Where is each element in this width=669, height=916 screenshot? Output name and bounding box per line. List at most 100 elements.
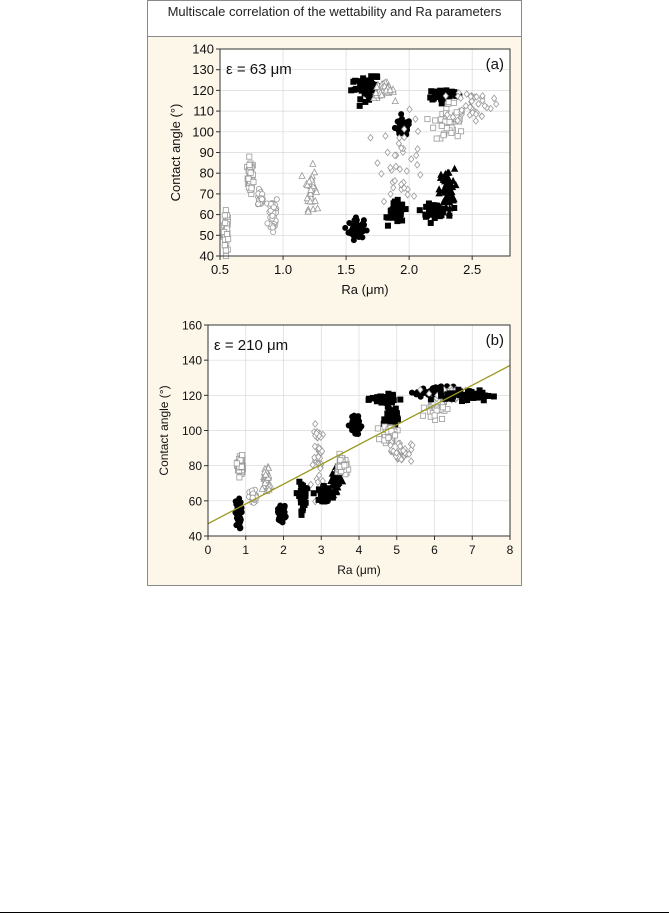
x-tick-label: 8	[507, 543, 514, 557]
data-point	[368, 78, 375, 85]
data-point	[232, 498, 239, 505]
y-tick-label: 140	[192, 42, 214, 57]
data-point	[298, 508, 305, 515]
x-tick-label: 6	[431, 543, 438, 557]
data-point	[401, 125, 408, 133]
data-point	[225, 236, 232, 243]
y-tick-label: 140	[182, 354, 202, 368]
data-point	[384, 148, 391, 157]
data-point	[446, 204, 454, 212]
data-point	[298, 171, 306, 179]
data-point	[335, 478, 343, 486]
data-point	[387, 190, 394, 198]
data-point	[398, 111, 405, 118]
data-point	[221, 212, 228, 219]
data-point	[387, 163, 394, 172]
data-point	[360, 75, 367, 82]
data-point	[475, 100, 482, 108]
epsilon-annotation: ε = 63 μm	[226, 61, 292, 78]
data-point	[309, 460, 316, 469]
data-point	[351, 233, 358, 240]
y-tick-label: 40	[200, 249, 214, 264]
data-point	[401, 184, 408, 192]
data-point	[316, 471, 323, 480]
data-point	[454, 116, 461, 125]
data-point	[473, 93, 480, 101]
data-point	[342, 224, 349, 231]
data-point	[236, 522, 243, 529]
data-point	[315, 453, 322, 461]
data-point	[454, 133, 461, 140]
data-point	[410, 192, 418, 200]
data-point	[313, 429, 320, 438]
data-point	[380, 197, 388, 206]
data-point	[351, 217, 358, 224]
page-bottom-rule	[0, 912, 669, 913]
data-point	[437, 387, 444, 394]
data-point	[298, 482, 305, 489]
data-point	[245, 175, 252, 182]
data-point	[350, 78, 357, 85]
data-point	[451, 204, 458, 211]
data-point	[414, 161, 421, 169]
data-point	[401, 133, 408, 142]
figure-title: Multiscale correlation of the wettabilit…	[148, 1, 521, 37]
data-point	[427, 219, 434, 226]
data-point	[436, 173, 445, 181]
data-point	[449, 113, 457, 121]
data-point	[373, 82, 381, 90]
data-point	[262, 470, 270, 478]
data-point	[378, 91, 386, 99]
data-point	[450, 99, 457, 106]
data-point	[468, 388, 475, 395]
data-point	[368, 73, 375, 80]
x-tick-label: 1.5	[337, 262, 355, 277]
data-point	[490, 393, 497, 400]
data-point	[479, 91, 486, 100]
data-point	[384, 410, 391, 417]
data-point	[436, 90, 443, 97]
data-point	[311, 442, 319, 451]
data-point	[452, 181, 460, 189]
data-point	[472, 117, 479, 125]
data-point	[393, 449, 400, 457]
data-point	[392, 405, 399, 412]
data-point	[367, 133, 374, 142]
data-point	[376, 436, 383, 443]
data-point	[374, 425, 381, 432]
data-point	[408, 155, 415, 163]
data-point	[222, 207, 229, 214]
data-point	[406, 105, 413, 114]
data-point	[414, 127, 422, 136]
data-point	[361, 82, 368, 89]
data-point	[440, 132, 447, 139]
data-point	[300, 491, 307, 498]
data-points	[220, 73, 500, 259]
data-point	[417, 170, 424, 179]
data-point	[324, 496, 331, 503]
data-point	[238, 463, 245, 470]
panel-label: (a)	[486, 56, 504, 73]
y-tick-label: 60	[189, 494, 203, 508]
data-point	[362, 98, 369, 105]
y-tick-label: 120	[182, 389, 202, 403]
data-point	[460, 391, 467, 398]
data-point	[356, 102, 363, 109]
data-point	[430, 95, 437, 102]
data-point	[307, 185, 315, 193]
data-point	[357, 96, 364, 103]
data-point	[374, 73, 381, 80]
data-point	[314, 478, 321, 487]
data-point	[416, 207, 423, 214]
data-point	[419, 412, 426, 419]
data-point	[222, 247, 229, 254]
data-point	[313, 204, 322, 212]
data-point	[386, 85, 394, 94]
data-point	[234, 514, 241, 521]
data-point	[431, 412, 438, 419]
data-point	[400, 446, 407, 455]
data-point	[439, 415, 446, 422]
data-point	[397, 396, 404, 403]
y-axis-label: Contact angle (°)	[168, 104, 183, 202]
data-point	[394, 118, 401, 125]
